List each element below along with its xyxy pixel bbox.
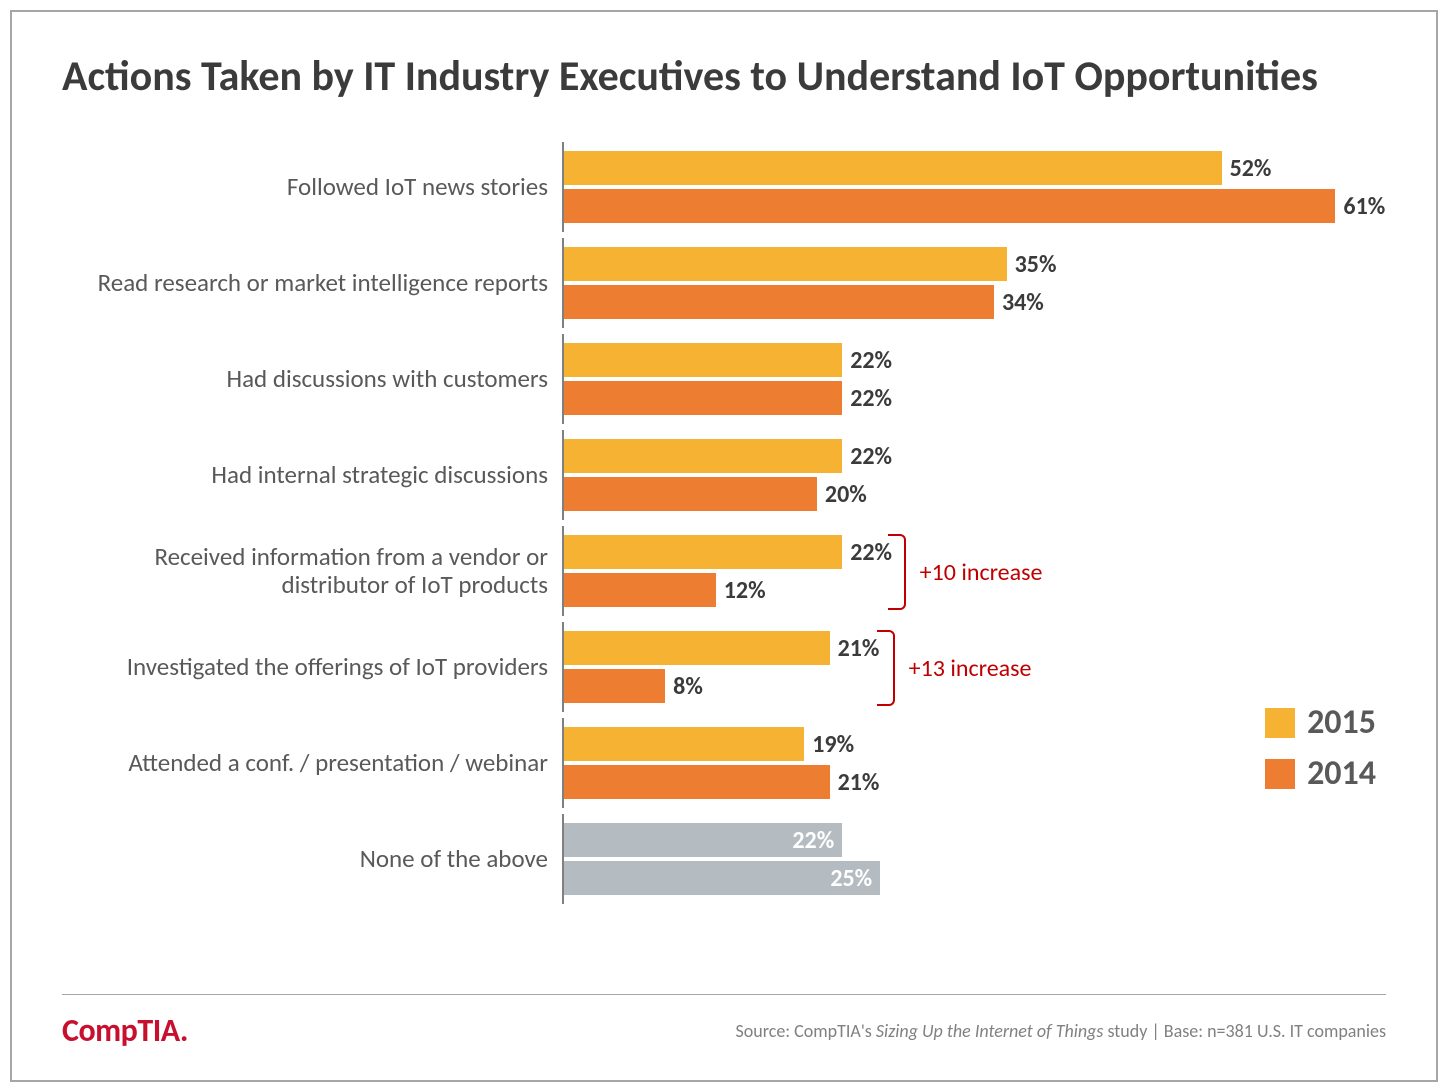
- bar-value-2015: 22%: [850, 538, 892, 567]
- bar-value-2015: 22%: [850, 442, 892, 471]
- category-label: Investigated the offerings of IoT provid…: [62, 653, 562, 682]
- footer: CompTIA. Source: CompTIA's Sizing Up the…: [62, 994, 1386, 1050]
- bar-2014: 61%: [564, 189, 1335, 223]
- bar-value-2015: 52%: [1230, 154, 1272, 183]
- bar-value-2014: 12%: [724, 576, 766, 605]
- legend-item: 2014: [1265, 753, 1376, 794]
- bars-cell: 19% 21%: [562, 718, 1386, 808]
- logo-text: CompTIA.: [62, 1011, 188, 1050]
- bars-cell: 22% 20%: [562, 430, 1386, 520]
- bar-2015: 52%: [564, 151, 1222, 185]
- chart-row: Had discussions with customers22%22%: [62, 334, 1386, 424]
- category-label: Had discussions with customers: [62, 365, 562, 394]
- source-prefix: Source: CompTIA's: [736, 1020, 876, 1042]
- bar-2015: 22%: [564, 343, 842, 377]
- bars-cell: 35% 34%: [562, 238, 1386, 328]
- chart-row: Received information from a vendor or di…: [62, 526, 1386, 616]
- chart-row: Investigated the offerings of IoT provid…: [62, 622, 1386, 712]
- bars-cell: 22% 22%: [562, 334, 1386, 424]
- bar-value-2015: 19%: [812, 730, 854, 759]
- bar-2014: 20%: [564, 477, 817, 511]
- category-label: Attended a conf. / presentation / webina…: [62, 749, 562, 778]
- category-label: Read research or market intelligence rep…: [62, 269, 562, 298]
- bar-2014: 22%: [564, 381, 842, 415]
- increase-annotation: +10 increase: [888, 534, 1043, 610]
- bar-2014: 25%: [564, 861, 880, 895]
- bar-2015: 22%: [564, 439, 842, 473]
- bar-value-2015: 22%: [792, 826, 834, 855]
- bar-2015: 22%: [564, 535, 842, 569]
- chart-row: Attended a conf. / presentation / webina…: [62, 718, 1386, 808]
- bar-value-2015: 21%: [838, 634, 880, 663]
- comptia-logo: CompTIA.: [62, 1011, 188, 1050]
- bar-value-2015: 35%: [1015, 250, 1057, 279]
- bar-2015: 21%: [564, 631, 830, 665]
- bar-value-2014: 21%: [838, 768, 880, 797]
- legend-swatch: [1265, 759, 1295, 789]
- bar-2015: 35%: [564, 247, 1007, 281]
- annotation-text: +13 increase: [909, 654, 1032, 683]
- bars-cell: 22%25%: [562, 814, 1386, 904]
- chart-row: Followed IoT news stories52%61%: [62, 142, 1386, 232]
- category-label: Followed IoT news stories: [62, 173, 562, 202]
- category-label: Had internal strategic discussions: [62, 461, 562, 490]
- annotation-text: +10 increase: [920, 558, 1043, 587]
- bar-2014: 8%: [564, 669, 665, 703]
- bar-2015: 22%: [564, 823, 842, 857]
- bar-value-2015: 22%: [850, 346, 892, 375]
- category-label: Received information from a vendor or di…: [62, 543, 562, 601]
- legend-label: 2015: [1307, 702, 1376, 743]
- bar-2014: 21%: [564, 765, 830, 799]
- bar-2015: 19%: [564, 727, 804, 761]
- chart-frame: Actions Taken by IT Industry Executives …: [10, 10, 1438, 1082]
- bar-value-2014: 8%: [673, 672, 703, 701]
- source-text: Source: CompTIA's Sizing Up the Internet…: [736, 1020, 1387, 1042]
- bar-value-2014: 61%: [1343, 192, 1385, 221]
- legend-label: 2014: [1307, 753, 1376, 794]
- source-suffix: study | Base: n=381 U.S. IT companies: [1103, 1020, 1386, 1042]
- chart-title: Actions Taken by IT Industry Executives …: [62, 52, 1386, 102]
- bracket-icon: [877, 630, 895, 706]
- bar-value-2014: 25%: [830, 864, 872, 893]
- legend-item: 2015: [1265, 702, 1376, 743]
- source-italic: Sizing Up the Internet of Things: [876, 1020, 1103, 1042]
- chart-row: Had internal strategic discussions22%20%: [62, 430, 1386, 520]
- chart-row: Read research or market intelligence rep…: [62, 238, 1386, 328]
- increase-annotation: +13 increase: [877, 630, 1032, 706]
- bar-value-2014: 34%: [1002, 288, 1044, 317]
- bar-value-2014: 22%: [850, 384, 892, 413]
- legend-swatch: [1265, 708, 1295, 738]
- bar-value-2014: 20%: [825, 480, 867, 509]
- legend: 2015 2014: [1265, 702, 1376, 804]
- bar-2014: 12%: [564, 573, 716, 607]
- chart-area: Followed IoT news stories52%61%Read rese…: [62, 142, 1386, 912]
- chart-row: None of the above22%25%: [62, 814, 1386, 904]
- bars-cell: 52% 61%: [562, 142, 1386, 232]
- category-label: None of the above: [62, 845, 562, 874]
- bar-2014: 34%: [564, 285, 994, 319]
- bracket-icon: [888, 534, 906, 610]
